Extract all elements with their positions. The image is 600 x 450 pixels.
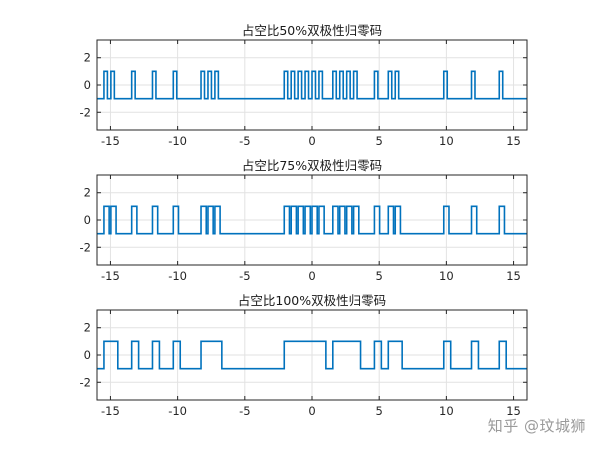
x-tick-label: -15	[101, 269, 120, 283]
chart-title: 占空比100%双极性归零码	[238, 293, 386, 308]
x-tick-label: 5	[376, 134, 383, 148]
x-tick-label: 0	[308, 269, 315, 283]
x-tick-label: -10	[168, 404, 187, 418]
x-tick-label: -10	[168, 269, 187, 283]
x-tick-label: 0	[308, 404, 315, 418]
x-tick-label: 5	[376, 269, 383, 283]
signal-line	[97, 70, 527, 100]
signal-line	[97, 340, 527, 370]
y-tick-label: -2	[80, 240, 91, 254]
y-tick-label: 0	[84, 348, 91, 362]
x-tick-label: 15	[506, 269, 521, 283]
x-tick-label: -5	[239, 404, 250, 418]
y-tick-label: 2	[84, 321, 91, 335]
x-tick-label: -10	[168, 134, 187, 148]
x-tick-label: 10	[439, 134, 454, 148]
y-tick-label: 2	[84, 51, 91, 65]
x-tick-label: -5	[239, 134, 250, 148]
y-tick-label: 2	[84, 186, 91, 200]
x-tick-label: -5	[239, 269, 250, 283]
subplot-2: -15 -10 -5 0 5 10 15 -2 0 2 占空比75%双极性归零码	[80, 158, 528, 283]
x-tick-label: 10	[439, 269, 454, 283]
x-tick-label: 15	[506, 134, 521, 148]
y-tick-label: 0	[84, 213, 91, 227]
x-tick-label: 15	[506, 404, 521, 418]
chart-title: 占空比75%双极性归零码	[242, 158, 382, 173]
x-tick-label: 0	[308, 134, 315, 148]
x-tick-label: -15	[101, 134, 120, 148]
y-tick-label: -2	[80, 375, 91, 389]
subplot-1: -15 -10 -5 0 5 10 15 -2 0 2 占空比50%双极性归零码	[80, 23, 528, 148]
signal-line	[97, 205, 527, 235]
x-tick-label: -15	[101, 404, 120, 418]
x-tick-label: 5	[376, 404, 383, 418]
y-tick-label: 0	[84, 78, 91, 92]
subplot-3: -15 -10 -5 0 5 10 15 -2 0 2 占空比100%双极性归零码	[80, 293, 528, 418]
x-tick-label: 10	[439, 404, 454, 418]
watermark-text: 知乎 @玟城狮	[487, 417, 586, 435]
chart-title: 占空比50%双极性归零码	[242, 23, 382, 38]
y-tick-label: -2	[80, 105, 91, 119]
